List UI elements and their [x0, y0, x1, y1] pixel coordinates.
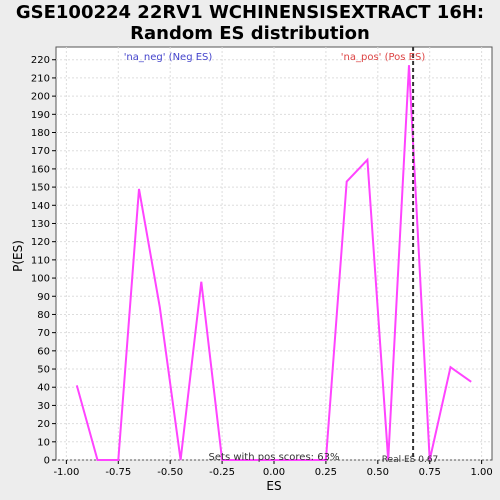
- y-tick-label: 80: [37, 310, 50, 321]
- x-tick-label: 0.25: [315, 467, 337, 478]
- real-es-text: Real ES 0.67: [382, 455, 439, 465]
- neg-es-label: 'na_neg' (Neg ES): [124, 52, 213, 63]
- x-tick-label: 0.75: [419, 467, 441, 478]
- y-tick-label: 70: [37, 328, 50, 339]
- y-tick-label: 110: [31, 255, 50, 266]
- y-axis-label: P(ES): [11, 240, 25, 272]
- y-tick-label: 60: [37, 346, 50, 357]
- y-tick-label: 180: [31, 128, 50, 139]
- y-tick-label: 120: [31, 237, 50, 248]
- y-tick-label: 130: [31, 219, 50, 230]
- x-tick-label: -0.25: [209, 467, 235, 478]
- y-tick-label: 10: [37, 437, 50, 448]
- y-tick-label: 50: [37, 365, 50, 376]
- y-tick-label: 40: [37, 383, 50, 394]
- x-axis-label: ES: [266, 479, 281, 493]
- y-tick-label: 190: [31, 110, 50, 121]
- x-tick-label: 0.50: [367, 467, 389, 478]
- chart-title-line2: Random ES distribution: [130, 23, 370, 44]
- x-tick-label: 0.00: [263, 467, 285, 478]
- y-tick-label: 30: [37, 401, 50, 412]
- chart-title: GSE100224 22RV1 WCHINENSISEXTRACT 16H: R…: [0, 2, 500, 44]
- y-tick-label: 0: [44, 456, 50, 467]
- y-tick-label: 20: [37, 419, 50, 430]
- series-group: [75, 65, 472, 461]
- y-axis-ticks: 0 10 20 30 40 50 60 70 80 90 100 110 120 130 140 150 160…: [31, 55, 56, 467]
- x-axis-ticks: -1.00 -0.75 -0.50 -0.25 0.00 0.25 0.50 0.75 1.00: [53, 460, 493, 478]
- y-tick-label: 160: [31, 164, 50, 175]
- x-tick-label: -1.00: [53, 467, 79, 478]
- es-distribution-line: [75, 65, 472, 461]
- y-tick-label: 90: [37, 292, 50, 303]
- pos-es-label: 'na_pos' (Pos ES): [341, 52, 426, 63]
- y-tick-label: 140: [31, 201, 50, 212]
- y-tick-label: 200: [31, 92, 50, 103]
- x-tick-label: -0.50: [157, 467, 183, 478]
- x-tick-label: -0.75: [105, 467, 131, 478]
- y-tick-label: 100: [31, 274, 50, 285]
- y-tick-label: 170: [31, 146, 50, 157]
- x-tick-label: 1.00: [470, 467, 492, 478]
- y-tick-label: 220: [31, 55, 50, 66]
- y-tick-label: 210: [31, 73, 50, 84]
- y-tick-label: 150: [31, 183, 50, 194]
- sets-pos-scores-text: Sets with pos scores: 63%: [209, 452, 340, 463]
- chart-title-line1: GSE100224 22RV1 WCHINENSISEXTRACT 16H:: [15, 2, 485, 23]
